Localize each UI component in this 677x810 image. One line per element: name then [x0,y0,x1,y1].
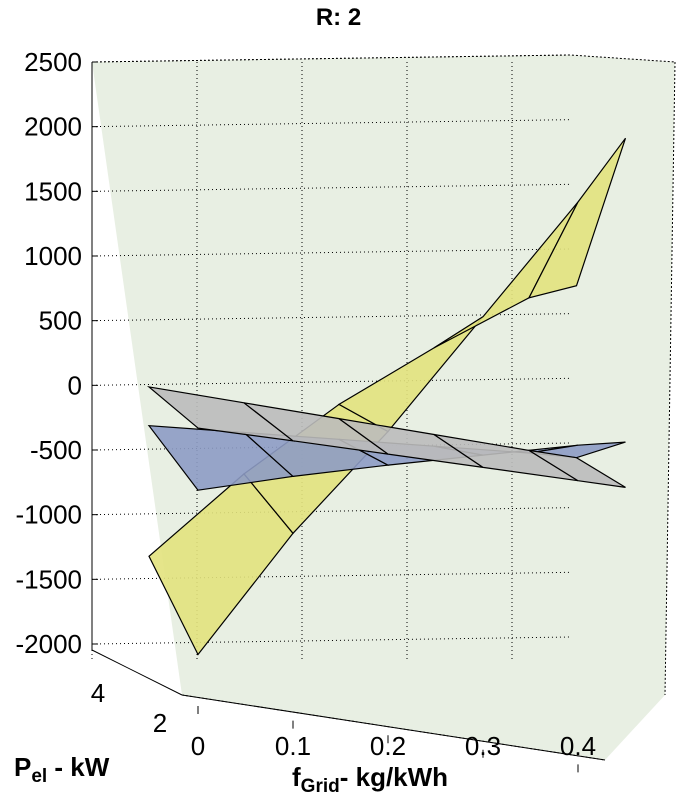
x-axis-label: fGrid- kg/kWh [292,762,448,798]
x-axis-line [181,694,606,761]
x-axis-label-rest: - kg/kWh [339,762,449,792]
plot-box-edge [664,61,676,696]
z-tick-label: -1000 [16,500,83,530]
x-axis-label-sub: Grid [300,776,340,797]
z-tick-label: -1500 [16,564,83,594]
surface-patch [527,137,627,299]
x-axis-label-main: f [292,762,301,792]
surface-series [148,137,627,656]
surface-patch [528,449,626,488]
z-tick-label: 0 [68,370,82,400]
z-tick-label: 2500 [24,47,82,77]
y-axis-label-main: P [14,752,32,782]
x-tick-label: 0.2 [370,731,406,761]
y-axis-label-rest: - kW [47,752,110,782]
x-tick-label: 0.1 [275,731,311,761]
y-axis-label: Pel - kW [14,752,109,788]
y-tick-label: 4 [91,678,105,708]
z-tick-label: 1000 [24,241,82,271]
surface-series [146,385,626,488]
y-tick-label: 2 [153,708,167,738]
z-tick-label: 500 [39,306,82,336]
plot-box-edge [91,54,676,63]
y-axis-label-sub: el [31,766,48,787]
x-tick-label: 0 [191,731,205,761]
chart-title: R: 2 [315,4,362,31]
x-tick-label: 0.4 [560,731,596,761]
x-tick-label: 0.3 [465,731,501,761]
z-tick-label: -500 [30,435,82,465]
z-tick-label: -2000 [16,629,83,659]
z-tick-label: 1500 [24,176,82,206]
y-axis-line [91,649,183,696]
z-tick-label: 2000 [24,112,82,142]
